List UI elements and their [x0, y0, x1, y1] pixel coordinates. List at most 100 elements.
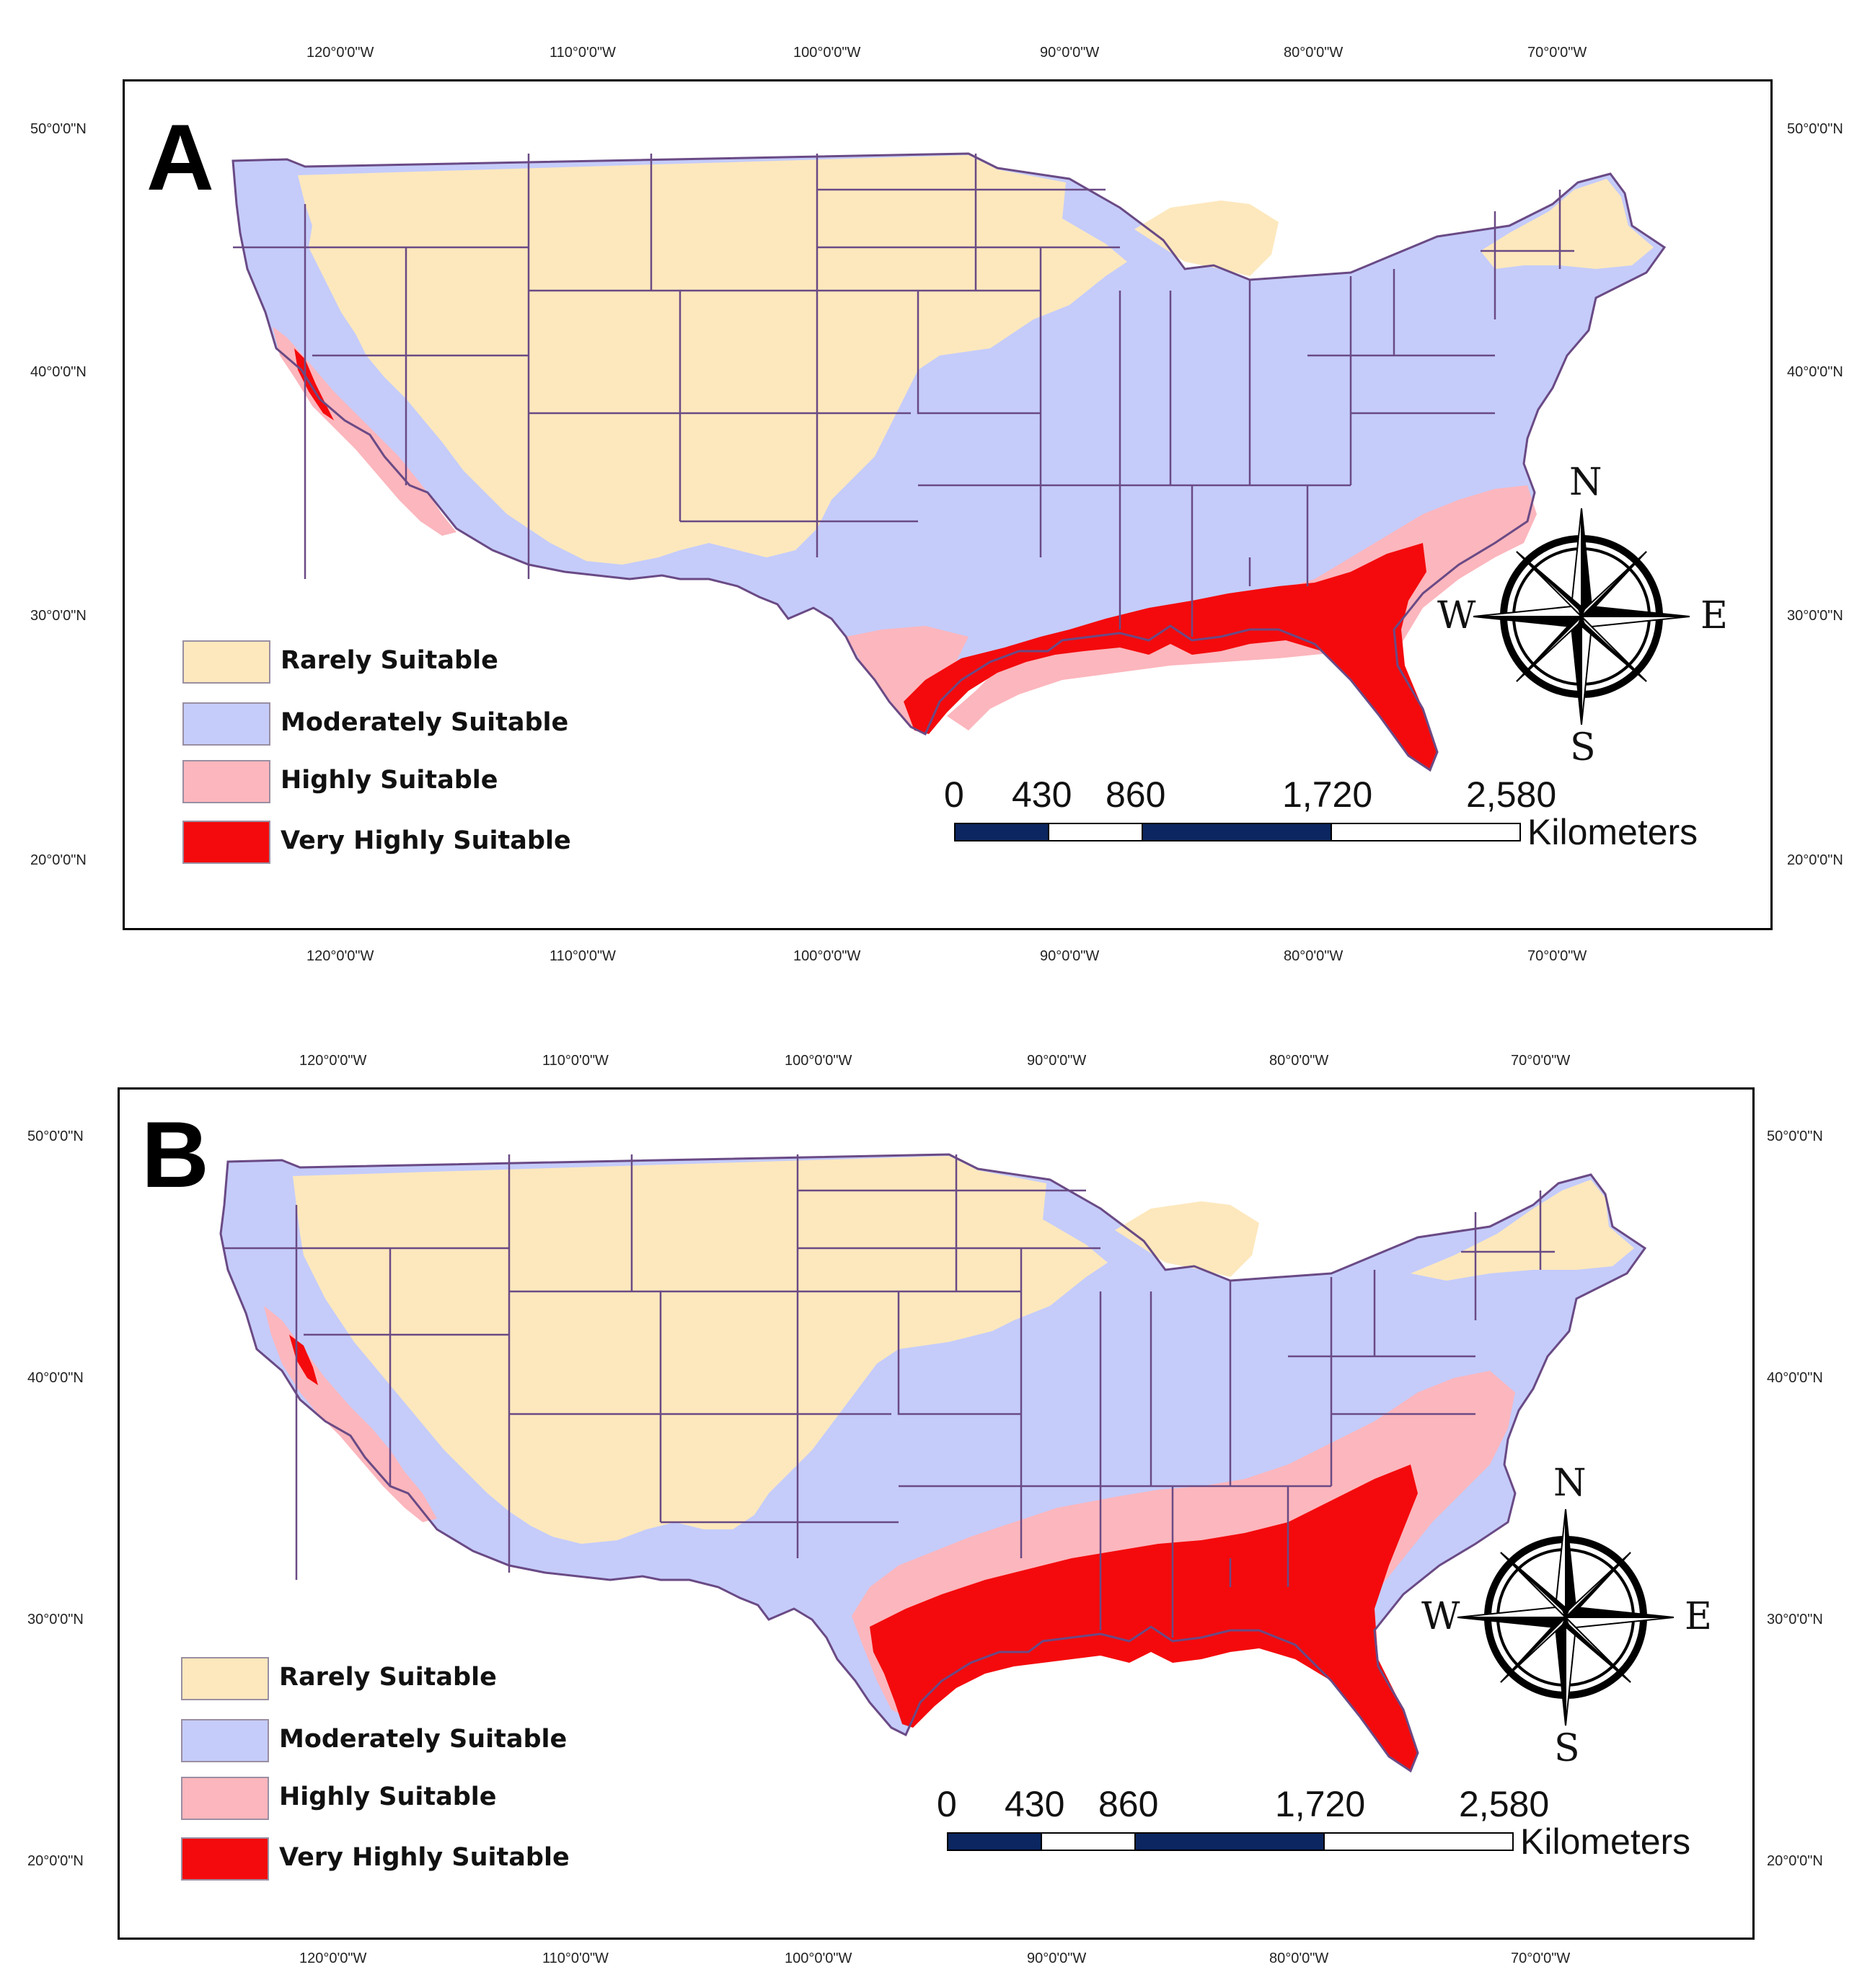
compass-icon [1457, 1508, 1675, 1726]
compass-west: W [1421, 1595, 1460, 1638]
suitability-map-b [219, 1153, 1647, 1773]
scale-label: 430 [1005, 1784, 1065, 1824]
lat-tick-left: 40°0'0"N [27, 1370, 84, 1386]
legend-swatch [182, 821, 270, 864]
compass-rose: N S W E [1437, 461, 1728, 769]
scale-segment [1323, 1832, 1514, 1851]
compass-north: N [1553, 1462, 1587, 1505]
us-outline [219, 1153, 1647, 1773]
scale-label: 2,580 [1466, 774, 1557, 815]
lat-tick-left: 20°0'0"N [30, 852, 87, 868]
legend: Rarely Suitable Moderately Suitable High… [181, 1657, 614, 1902]
compass-south: S [1570, 726, 1596, 769]
lat-tick-left: 20°0'0"N [27, 1853, 84, 1869]
lon-tick-top: 110°0'0"W [542, 1053, 609, 1069]
lon-tick-top: 120°0'0"W [306, 45, 374, 61]
compass-east: E [1700, 594, 1728, 637]
lon-tick-top: 100°0'0"W [793, 45, 861, 61]
scale-unit: Kilometers [1527, 812, 1698, 852]
lon-tick-bottom: 80°0'0"W [1269, 1951, 1329, 1966]
lon-tick-bottom: 100°0'0"W [785, 1951, 852, 1966]
compass-north: N [1569, 461, 1602, 504]
legend-label: Very Highly Suitable [281, 826, 571, 855]
lat-tick-right: 40°0'0"N [1787, 364, 1843, 380]
compass-east: E [1685, 1595, 1712, 1638]
legend-swatch [182, 702, 270, 746]
map-frame-b: B Rarely Suitable Moderately Suitable Hi… [118, 1087, 1755, 1940]
lon-tick-top: 90°0'0"W [1027, 1053, 1087, 1069]
lon-tick-top: 120°0'0"W [299, 1053, 367, 1069]
map-frame-a: A Rarely Suitable Moderately Suitable Hi… [123, 79, 1773, 930]
scale-label: 430 [1012, 774, 1072, 815]
scale-segment [1331, 823, 1521, 841]
lon-tick-bottom: 100°0'0"W [793, 948, 861, 964]
scale-segment [1142, 823, 1332, 841]
map-zone-rarely-northeast [1134, 200, 1279, 276]
state-borders [224, 1154, 1555, 1638]
lon-tick-bottom: 70°0'0"W [1527, 948, 1587, 964]
scale-segment [947, 1832, 1042, 1851]
scale-segment [1134, 1832, 1325, 1851]
legend-label: Rarely Suitable [281, 646, 498, 675]
legend-swatch [181, 1657, 269, 1700]
scale-segment [1048, 823, 1143, 841]
legend-label: Moderately Suitable [281, 708, 569, 737]
lon-tick-bottom: 120°0'0"W [306, 948, 374, 964]
lat-tick-right: 50°0'0"N [1787, 121, 1843, 137]
legend-label: Very Highly Suitable [279, 1843, 570, 1872]
lon-tick-top: 80°0'0"W [1284, 45, 1344, 61]
lon-tick-top: 70°0'0"W [1527, 45, 1587, 61]
lon-tick-top: 110°0'0"W [550, 45, 616, 61]
scale-unit: Kilometers [1520, 1821, 1691, 1862]
compass-west: W [1437, 594, 1476, 637]
map-zone-very-highly [904, 543, 1437, 770]
scale-label: 0 [944, 774, 964, 815]
lat-tick-left: 30°0'0"N [27, 1612, 84, 1627]
panel-label: A [146, 105, 214, 210]
lat-tick-left: 30°0'0"N [30, 608, 87, 624]
legend-label: Highly Suitable [281, 766, 498, 795]
scale-bar: 0 430 860 1,720 2,580 Kilometers [937, 1783, 1740, 1891]
legend-swatch [181, 1777, 269, 1820]
compass-south: S [1554, 1727, 1580, 1770]
lat-tick-right: 30°0'0"N [1787, 608, 1843, 624]
legend: Rarely Suitable Moderately Suitable High… [182, 640, 615, 885]
lon-tick-bottom: 90°0'0"W [1040, 948, 1100, 964]
suitability-map-a [231, 152, 1667, 772]
lat-tick-right: 40°0'0"N [1767, 1370, 1823, 1386]
map-zone-rarely-northeast [1115, 1201, 1259, 1277]
map-zone-rarely-maine [1411, 1180, 1634, 1281]
scale-label: 860 [1098, 1784, 1159, 1824]
lon-tick-bottom: 80°0'0"W [1284, 948, 1344, 964]
lat-tick-right: 30°0'0"N [1767, 1612, 1823, 1627]
map-zone-rarely-maine [1481, 179, 1654, 269]
map-zone-rarely [298, 155, 1127, 565]
scale-label: 0 [937, 1784, 957, 1824]
lon-tick-bottom: 110°0'0"W [542, 1951, 609, 1966]
lon-tick-top: 90°0'0"W [1040, 45, 1100, 61]
lat-tick-right: 20°0'0"N [1767, 1853, 1823, 1869]
lon-tick-top: 70°0'0"W [1511, 1053, 1571, 1069]
lon-tick-top: 80°0'0"W [1269, 1053, 1329, 1069]
scale-label: 2,580 [1459, 1784, 1550, 1824]
lon-tick-bottom: 70°0'0"W [1511, 1951, 1571, 1966]
panel-label: B [141, 1102, 209, 1207]
legend-swatch [181, 1719, 269, 1762]
legend-label: Rarely Suitable [279, 1663, 497, 1692]
lon-tick-bottom: 120°0'0"W [299, 1951, 367, 1966]
scale-label: 1,720 [1282, 774, 1373, 815]
legend-label: Moderately Suitable [279, 1725, 568, 1754]
scale-label: 1,720 [1275, 1784, 1366, 1824]
map-zone-rarely [293, 1156, 1108, 1544]
us-outline [231, 152, 1667, 772]
lon-tick-top: 100°0'0"W [785, 1053, 852, 1069]
lat-tick-right: 20°0'0"N [1787, 852, 1843, 868]
lon-tick-bottom: 110°0'0"W [550, 948, 616, 964]
map-zone-highly-texas [846, 626, 969, 730]
map-zone-very-highly [870, 1465, 1418, 1771]
scale-label: 860 [1106, 774, 1166, 815]
lat-tick-left: 40°0'0"N [30, 364, 87, 380]
legend-swatch [182, 640, 270, 684]
lat-tick-right: 50°0'0"N [1767, 1128, 1823, 1144]
lon-tick-bottom: 90°0'0"W [1027, 1951, 1087, 1966]
